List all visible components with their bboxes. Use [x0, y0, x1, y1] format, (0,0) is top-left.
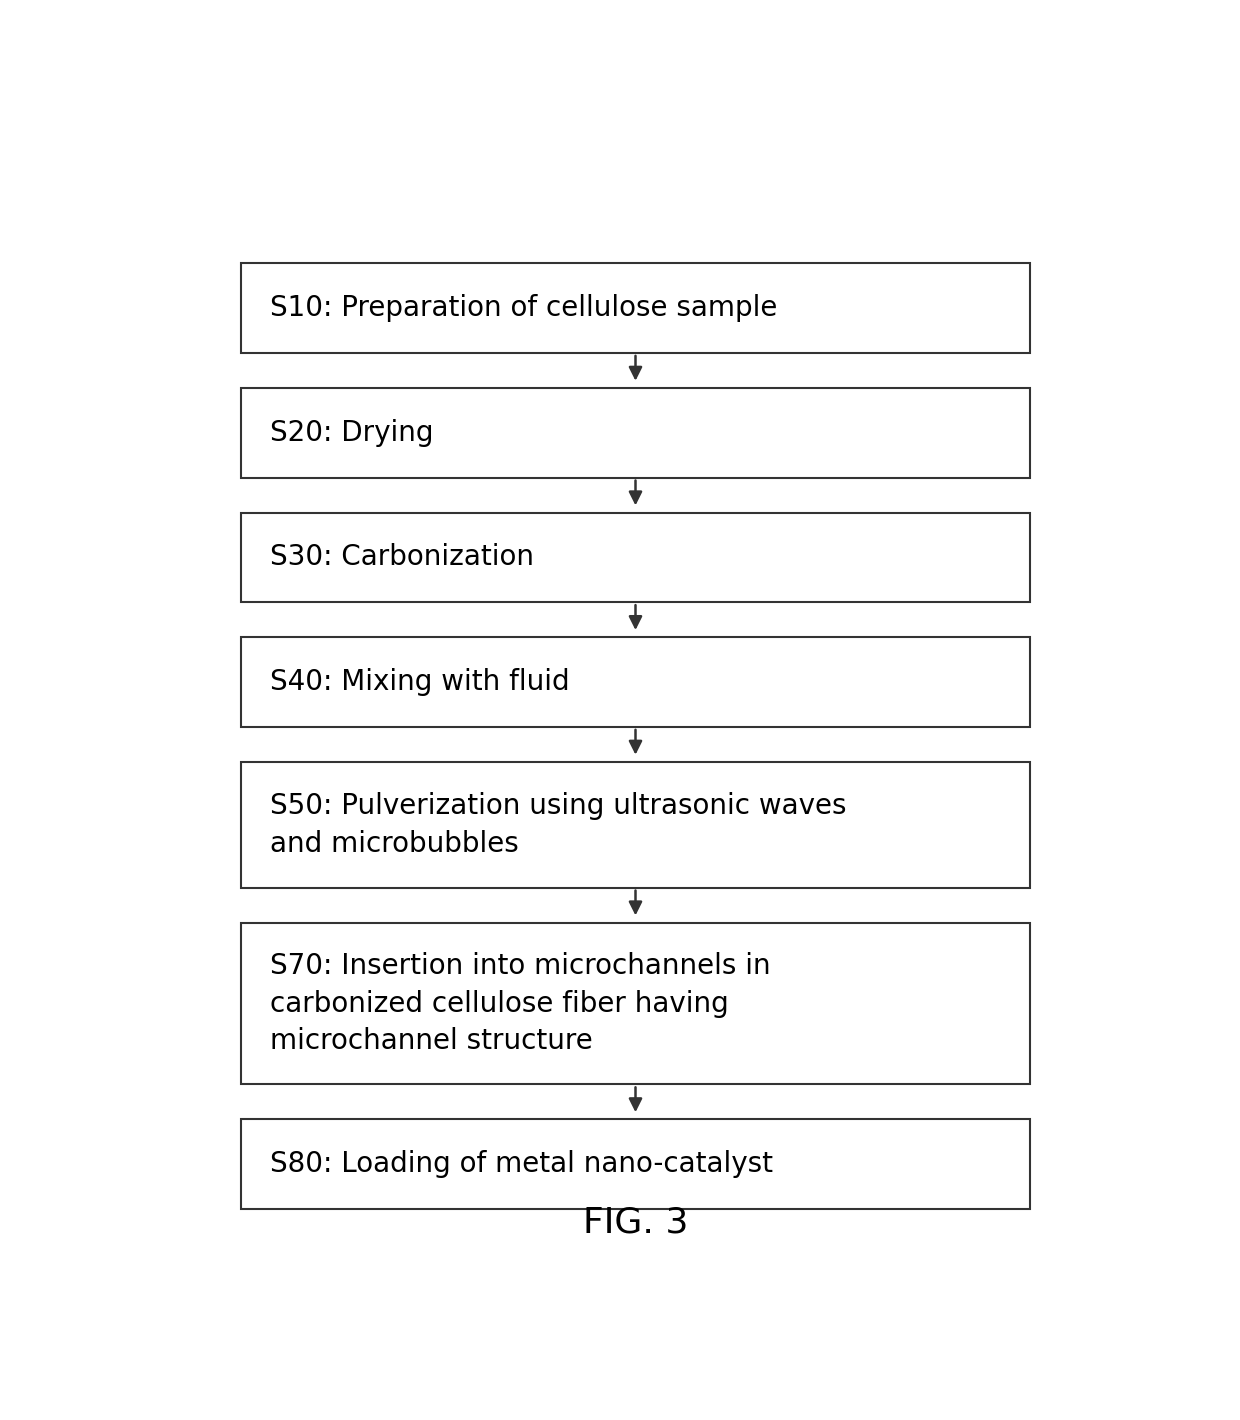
Text: S70: Insertion into microchannels in
carbonized cellulose fiber having
microchan: S70: Insertion into microchannels in car…	[270, 951, 771, 1055]
Bar	[242, 263, 1029, 354]
Text: S30: Carbonization: S30: Carbonization	[270, 544, 534, 571]
Text: S20: Drying: S20: Drying	[270, 419, 434, 447]
Text: S80: Loading of metal nano-catalyst: S80: Loading of metal nano-catalyst	[270, 1150, 774, 1179]
Text: S10: Preparation of cellulose sample: S10: Preparation of cellulose sample	[270, 294, 777, 322]
Bar	[242, 923, 1029, 1085]
Bar	[242, 763, 1029, 888]
Bar	[242, 513, 1029, 602]
Bar	[242, 1119, 1029, 1208]
Text: FIG. 3: FIG. 3	[583, 1206, 688, 1240]
Text: S50: Pulverization using ultrasonic waves
and microbubbles: S50: Pulverization using ultrasonic wave…	[270, 792, 847, 858]
Bar	[242, 388, 1029, 477]
Bar	[242, 638, 1029, 727]
Text: S40: Mixing with fluid: S40: Mixing with fluid	[270, 669, 570, 696]
